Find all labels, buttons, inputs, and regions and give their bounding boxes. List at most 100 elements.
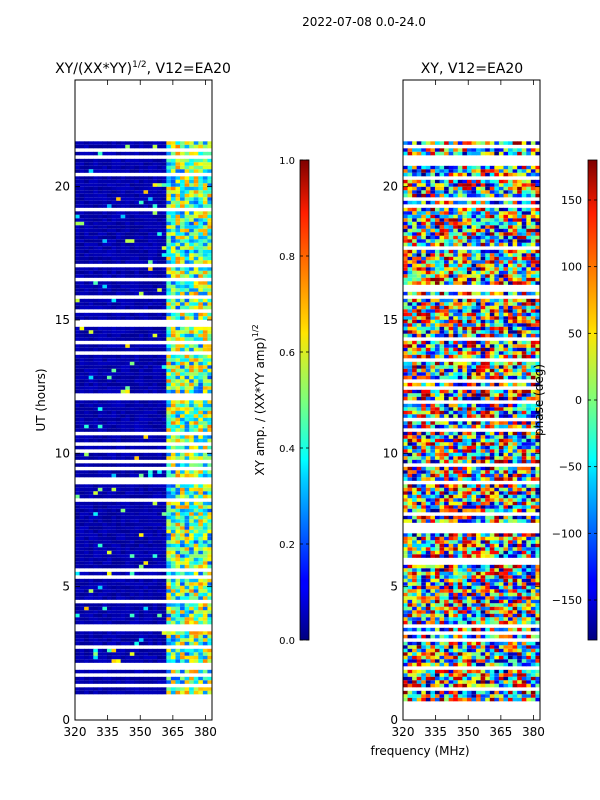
amp-heatmap-cell (79, 379, 85, 383)
amp-heatmap-cell (170, 554, 176, 558)
amp-heatmap-cell (138, 183, 144, 187)
amp-heatmap-cell (198, 407, 204, 411)
amp-heatmap-cell (157, 291, 163, 296)
amp-heatmap-cell (157, 193, 163, 198)
amp-heatmap-cell (152, 533, 158, 537)
phase-heatmap-cell (444, 253, 450, 257)
amp-heatmap-cell (148, 550, 154, 555)
amp-heatmap-cell (161, 333, 167, 338)
phase-heatmap-cell (489, 165, 495, 170)
amp-heatmap-cell (111, 200, 117, 205)
amp-heatmap-cell (180, 536, 185, 541)
amp-heatmap-cell (180, 484, 185, 488)
phase-heatmap-cell (494, 218, 500, 222)
phase-heatmap-cell (503, 148, 509, 152)
amp-heatmap-cell (102, 246, 108, 250)
phase-heatmap-cell (517, 298, 523, 303)
amp-heatmap-cell (166, 669, 172, 674)
amp-heatmap-cell (111, 179, 117, 184)
amp-heatmap-cell (134, 669, 140, 674)
phase-heatmap-cell (521, 232, 527, 236)
amp-heatmap-cell (161, 421, 167, 425)
phase-heatmap-cell (530, 148, 536, 152)
amp-heatmap-cell (93, 452, 99, 457)
amp-heatmap-cell (170, 400, 176, 404)
phase-heatmap-cell (430, 186, 436, 191)
phase-heatmap-cell (453, 221, 459, 226)
phase-heatmap-cell (434, 305, 440, 310)
amp-heatmap-cell (93, 242, 99, 247)
amp-heatmap-cell (180, 578, 185, 583)
phase-heatmap-cell (512, 281, 518, 285)
amp-heatmap-cell (170, 218, 176, 222)
amp-heatmap-cell (166, 228, 172, 233)
amp-heatmap-cell (148, 242, 154, 247)
amp-heatmap-cell (152, 151, 158, 156)
phase-heatmap-cell (489, 218, 495, 222)
amp-heatmap-cell (152, 354, 158, 359)
amp-heatmap-cell (175, 438, 181, 443)
amp-heatmap-cell (116, 347, 122, 352)
amp-heatmap-cell (166, 176, 172, 180)
amp-heatmap-cell (75, 515, 80, 520)
amp-heatmap-cell (79, 512, 85, 516)
amp-heatmap-cell (189, 141, 195, 145)
phase-heatmap-cell (521, 277, 527, 282)
amp-heatmap-cell (138, 239, 144, 243)
amp-heatmap-cell (198, 375, 204, 380)
phase-heatmap-cell (526, 270, 532, 275)
amp-heatmap-cell (207, 491, 213, 495)
amp-heatmap-cell (93, 522, 99, 527)
amp-heatmap-cell (116, 365, 122, 369)
amp-heatmap-cell (129, 543, 135, 548)
amp-heatmap-cell (88, 638, 94, 642)
phase-heatmap-cell (489, 228, 495, 233)
amp-heatmap-cell (166, 680, 172, 684)
amp-heatmap-cell (93, 428, 99, 432)
amp-heatmap-cell (120, 379, 126, 383)
phase-heatmap-cell (430, 253, 436, 257)
amp-heatmap-cell (184, 386, 190, 390)
amp-heatmap-cell (84, 414, 90, 418)
amp-heatmap-cell (125, 302, 131, 306)
amp-heatmap-cell (102, 183, 108, 187)
amp-heatmap-cell (175, 354, 181, 359)
phase-heatmap-cell (407, 312, 413, 317)
amp-heatmap-cell (166, 288, 172, 292)
phase-heatmap-cell (535, 274, 541, 278)
amp-heatmap-cell (129, 151, 135, 156)
amp-heatmap-cell (88, 547, 94, 551)
amp-heatmap-cell (93, 218, 99, 222)
amp-heatmap-cell (180, 190, 185, 194)
amp-heatmap-cell (193, 578, 199, 583)
amp-heatmap-cell (161, 281, 167, 285)
amp-heatmap-cell (170, 288, 176, 292)
amp-heatmap-cell (170, 232, 176, 236)
amp-heatmap-cell (143, 141, 149, 145)
amp-heatmap-cell (88, 260, 94, 264)
phase-heatmap-cell (421, 172, 427, 177)
amp-heatmap-cell (207, 610, 213, 614)
amp-heatmap-cell (193, 235, 199, 240)
amp-heatmap-cell (198, 610, 204, 614)
amp-heatmap-cell (84, 242, 90, 247)
amp-heatmap-cell (120, 144, 126, 149)
amp-heatmap-cell (207, 274, 213, 278)
amp-heatmap-cell (148, 260, 154, 264)
amp-heatmap-cell (120, 428, 126, 432)
amp-heatmap-cell (161, 508, 167, 513)
phase-heatmap-cell (439, 274, 445, 278)
phase-heatmap-cell (476, 172, 482, 177)
amp-heatmap-cell (152, 578, 158, 583)
phase-heatmap-cell (485, 179, 491, 184)
amp-heatmap-cell (170, 242, 176, 247)
amp-heatmap-cell (170, 281, 176, 285)
amp-heatmap-cell (157, 316, 163, 320)
phase-heatmap-cell (498, 291, 504, 296)
amp-heatmap-cell (148, 382, 154, 387)
phase-heatmap-cell (471, 165, 477, 170)
amp-heatmap-cell (152, 557, 158, 562)
amp-heatmap-cell (116, 687, 122, 691)
phase-heatmap-cell (425, 179, 431, 184)
amp-heatmap-cell (207, 284, 213, 289)
